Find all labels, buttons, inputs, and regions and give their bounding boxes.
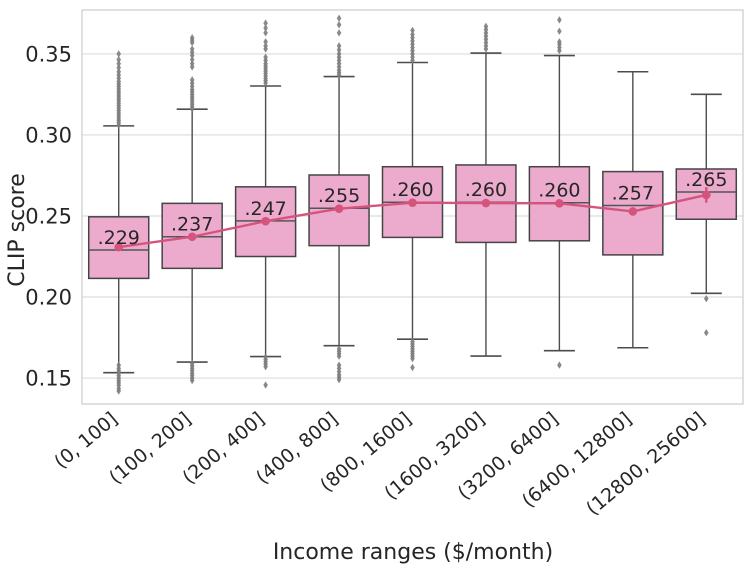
outlier-point (189, 59, 195, 68)
mean-point (408, 198, 417, 208)
outlier-point (189, 76, 195, 84)
median-value-label: .260 (465, 179, 507, 201)
outlier-point (116, 63, 122, 72)
outlier-point (336, 46, 342, 54)
outlier-point (189, 45, 195, 53)
outlier-point (189, 55, 195, 64)
y-tick-label: 0.20 (25, 286, 72, 310)
median-value-label: .265 (685, 169, 727, 191)
box-group (161, 34, 223, 385)
x-tick-label: (0, 100] (50, 408, 122, 473)
box-group (675, 93, 738, 337)
outlier-point (116, 387, 122, 395)
outlier-point (410, 354, 415, 363)
outlier-point (263, 19, 268, 27)
outlier-point (116, 68, 122, 76)
outlier-point (116, 55, 122, 64)
outlier-point (336, 42, 342, 50)
y-tick-label: 0.25 (25, 204, 72, 228)
x-axis-title: Income ranges ($/month) (273, 540, 553, 565)
outlier-point (336, 14, 342, 22)
mean-point (261, 216, 270, 226)
outlier-point (557, 38, 562, 46)
outlier-point (263, 363, 268, 371)
outlier-point (263, 381, 268, 389)
median-value-label: .260 (538, 180, 580, 202)
outlier-point (263, 53, 268, 61)
median-value-label: .257 (612, 182, 654, 204)
y-axis-title: CLIP score (5, 173, 30, 286)
plot-border (81, 9, 744, 405)
median-value-label: .229 (98, 227, 140, 249)
outlier-point (557, 16, 562, 24)
mean-point (701, 190, 711, 200)
median-value-label: .237 (171, 214, 213, 236)
outlier-point (116, 50, 122, 58)
y-tick-label: 0.30 (25, 123, 72, 147)
outlier-point (557, 27, 562, 35)
outlier-point (557, 361, 562, 369)
outlier-point (116, 59, 122, 68)
outlier-point (336, 21, 342, 29)
outlier-point (410, 26, 415, 35)
outlier-point (483, 22, 489, 31)
mean-point (555, 199, 564, 208)
outlier-point (263, 24, 268, 32)
median-value-label: .255 (318, 185, 360, 207)
outlier-point (263, 38, 268, 46)
box-group (87, 50, 150, 395)
outlier-point (410, 363, 415, 372)
outlier-point (336, 29, 342, 37)
axis-layer: CLIP score Income ranges ($/month) 0.15 0… (5, 42, 709, 565)
mean-point (114, 242, 124, 252)
median-value-label: .260 (391, 179, 433, 201)
mean-point (628, 207, 638, 216)
outlier-point (189, 376, 195, 385)
outlier-point (336, 50, 342, 58)
outlier-point (410, 30, 415, 39)
value-label-layer: .229 .237 .247 .255 .260 .260 .260 .257 .265 (98, 169, 728, 249)
outlier-point (336, 352, 342, 360)
outlier-point (703, 328, 709, 337)
mean-point (334, 204, 344, 214)
y-tick-label: 0.15 (25, 367, 72, 391)
outlier-point (703, 294, 709, 303)
outlier-point (336, 375, 342, 384)
median-value-label: .247 (244, 198, 286, 220)
mean-point (187, 232, 197, 242)
outlier-point (263, 42, 268, 50)
mean-point (481, 198, 491, 208)
outlier-point (189, 34, 195, 42)
outlier-point (263, 29, 268, 37)
y-tick-label: 0.35 (25, 42, 72, 66)
mean-line-layer (114, 187, 711, 252)
